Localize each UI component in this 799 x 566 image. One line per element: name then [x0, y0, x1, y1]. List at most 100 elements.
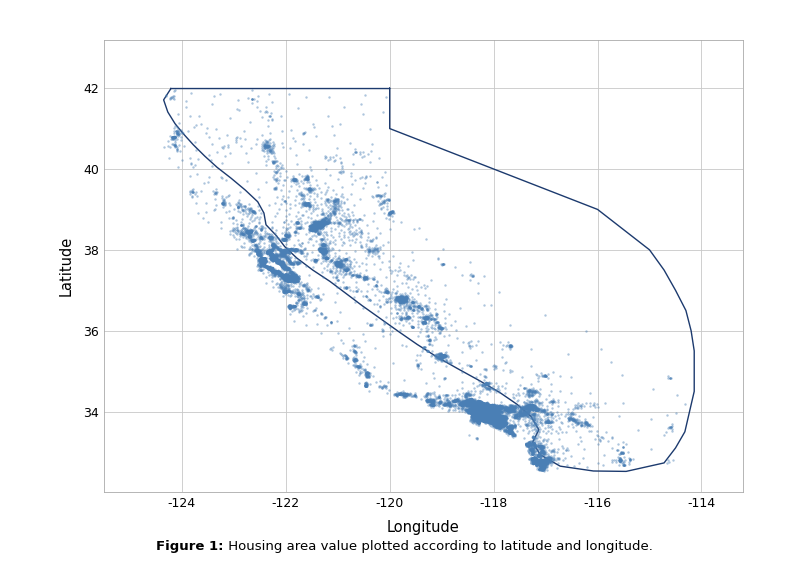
Point [475, 402, 487, 411]
Point [265, 252, 278, 261]
Point [273, 268, 286, 277]
Point [272, 269, 284, 278]
Point [527, 449, 539, 458]
Point [540, 457, 553, 466]
Point [491, 410, 503, 419]
Point [385, 208, 398, 217]
Point [282, 271, 295, 280]
Point [529, 454, 542, 464]
Point [479, 407, 492, 416]
Point [463, 398, 476, 407]
Point [424, 322, 437, 331]
Point [269, 255, 282, 264]
Point [487, 414, 500, 423]
Point [478, 404, 491, 413]
Point [527, 453, 539, 462]
Point [480, 406, 493, 415]
Point [477, 413, 490, 422]
Point [266, 251, 279, 260]
Point [483, 404, 496, 413]
Point [219, 199, 232, 208]
Point [529, 396, 542, 405]
Point [479, 402, 491, 411]
Point [333, 260, 346, 269]
Point [480, 379, 493, 388]
Point [281, 276, 294, 285]
Point [477, 416, 490, 425]
Point [292, 289, 305, 298]
Point [495, 412, 507, 421]
Point [470, 410, 483, 419]
Point [464, 397, 477, 406]
Point [471, 405, 484, 414]
Point [380, 297, 393, 306]
Point [527, 457, 539, 466]
Point [489, 419, 502, 428]
Point [483, 412, 495, 421]
Point [327, 196, 340, 205]
Point [263, 261, 276, 271]
Point [257, 256, 270, 265]
Point [312, 220, 325, 229]
Point [280, 272, 293, 281]
Point [280, 275, 292, 284]
Point [475, 408, 487, 417]
Point [474, 409, 487, 418]
Point [472, 405, 485, 414]
Point [277, 235, 290, 245]
Point [240, 227, 253, 236]
Point [526, 456, 539, 465]
Point [504, 403, 517, 412]
Point [256, 254, 269, 263]
Point [476, 403, 489, 412]
Point [332, 205, 344, 214]
Point [262, 250, 275, 259]
Point [465, 400, 478, 409]
Point [499, 427, 512, 436]
Point [476, 401, 489, 410]
Point [264, 253, 277, 262]
Point [459, 398, 471, 408]
Point [397, 297, 410, 306]
Point [394, 295, 407, 304]
Point [491, 413, 503, 422]
Point [308, 220, 321, 229]
Point [288, 316, 300, 325]
Point [474, 415, 487, 424]
Point [532, 451, 545, 460]
Point [582, 421, 595, 430]
Point [265, 251, 278, 260]
Point [403, 294, 415, 303]
Point [314, 217, 327, 226]
Point [315, 294, 328, 303]
Point [475, 411, 487, 420]
Point [494, 402, 507, 411]
Point [243, 228, 256, 237]
Point [168, 142, 181, 151]
Point [279, 231, 292, 240]
Point [444, 401, 457, 410]
Point [504, 423, 517, 432]
Point [312, 217, 325, 226]
Point [498, 417, 511, 426]
Point [265, 252, 278, 261]
Point [248, 246, 261, 255]
Point [316, 216, 329, 225]
Point [534, 456, 547, 465]
Point [531, 459, 544, 468]
Point [165, 93, 177, 102]
Point [546, 397, 559, 406]
Point [324, 217, 336, 226]
Point [491, 418, 503, 427]
Point [406, 298, 419, 307]
Point [258, 255, 271, 264]
Point [479, 404, 491, 413]
Point [328, 257, 340, 266]
Point [266, 241, 279, 250]
Point [256, 257, 268, 266]
Point [237, 230, 249, 239]
Point [531, 447, 544, 456]
Point [471, 397, 484, 406]
Point [398, 293, 411, 302]
Point [473, 406, 486, 415]
